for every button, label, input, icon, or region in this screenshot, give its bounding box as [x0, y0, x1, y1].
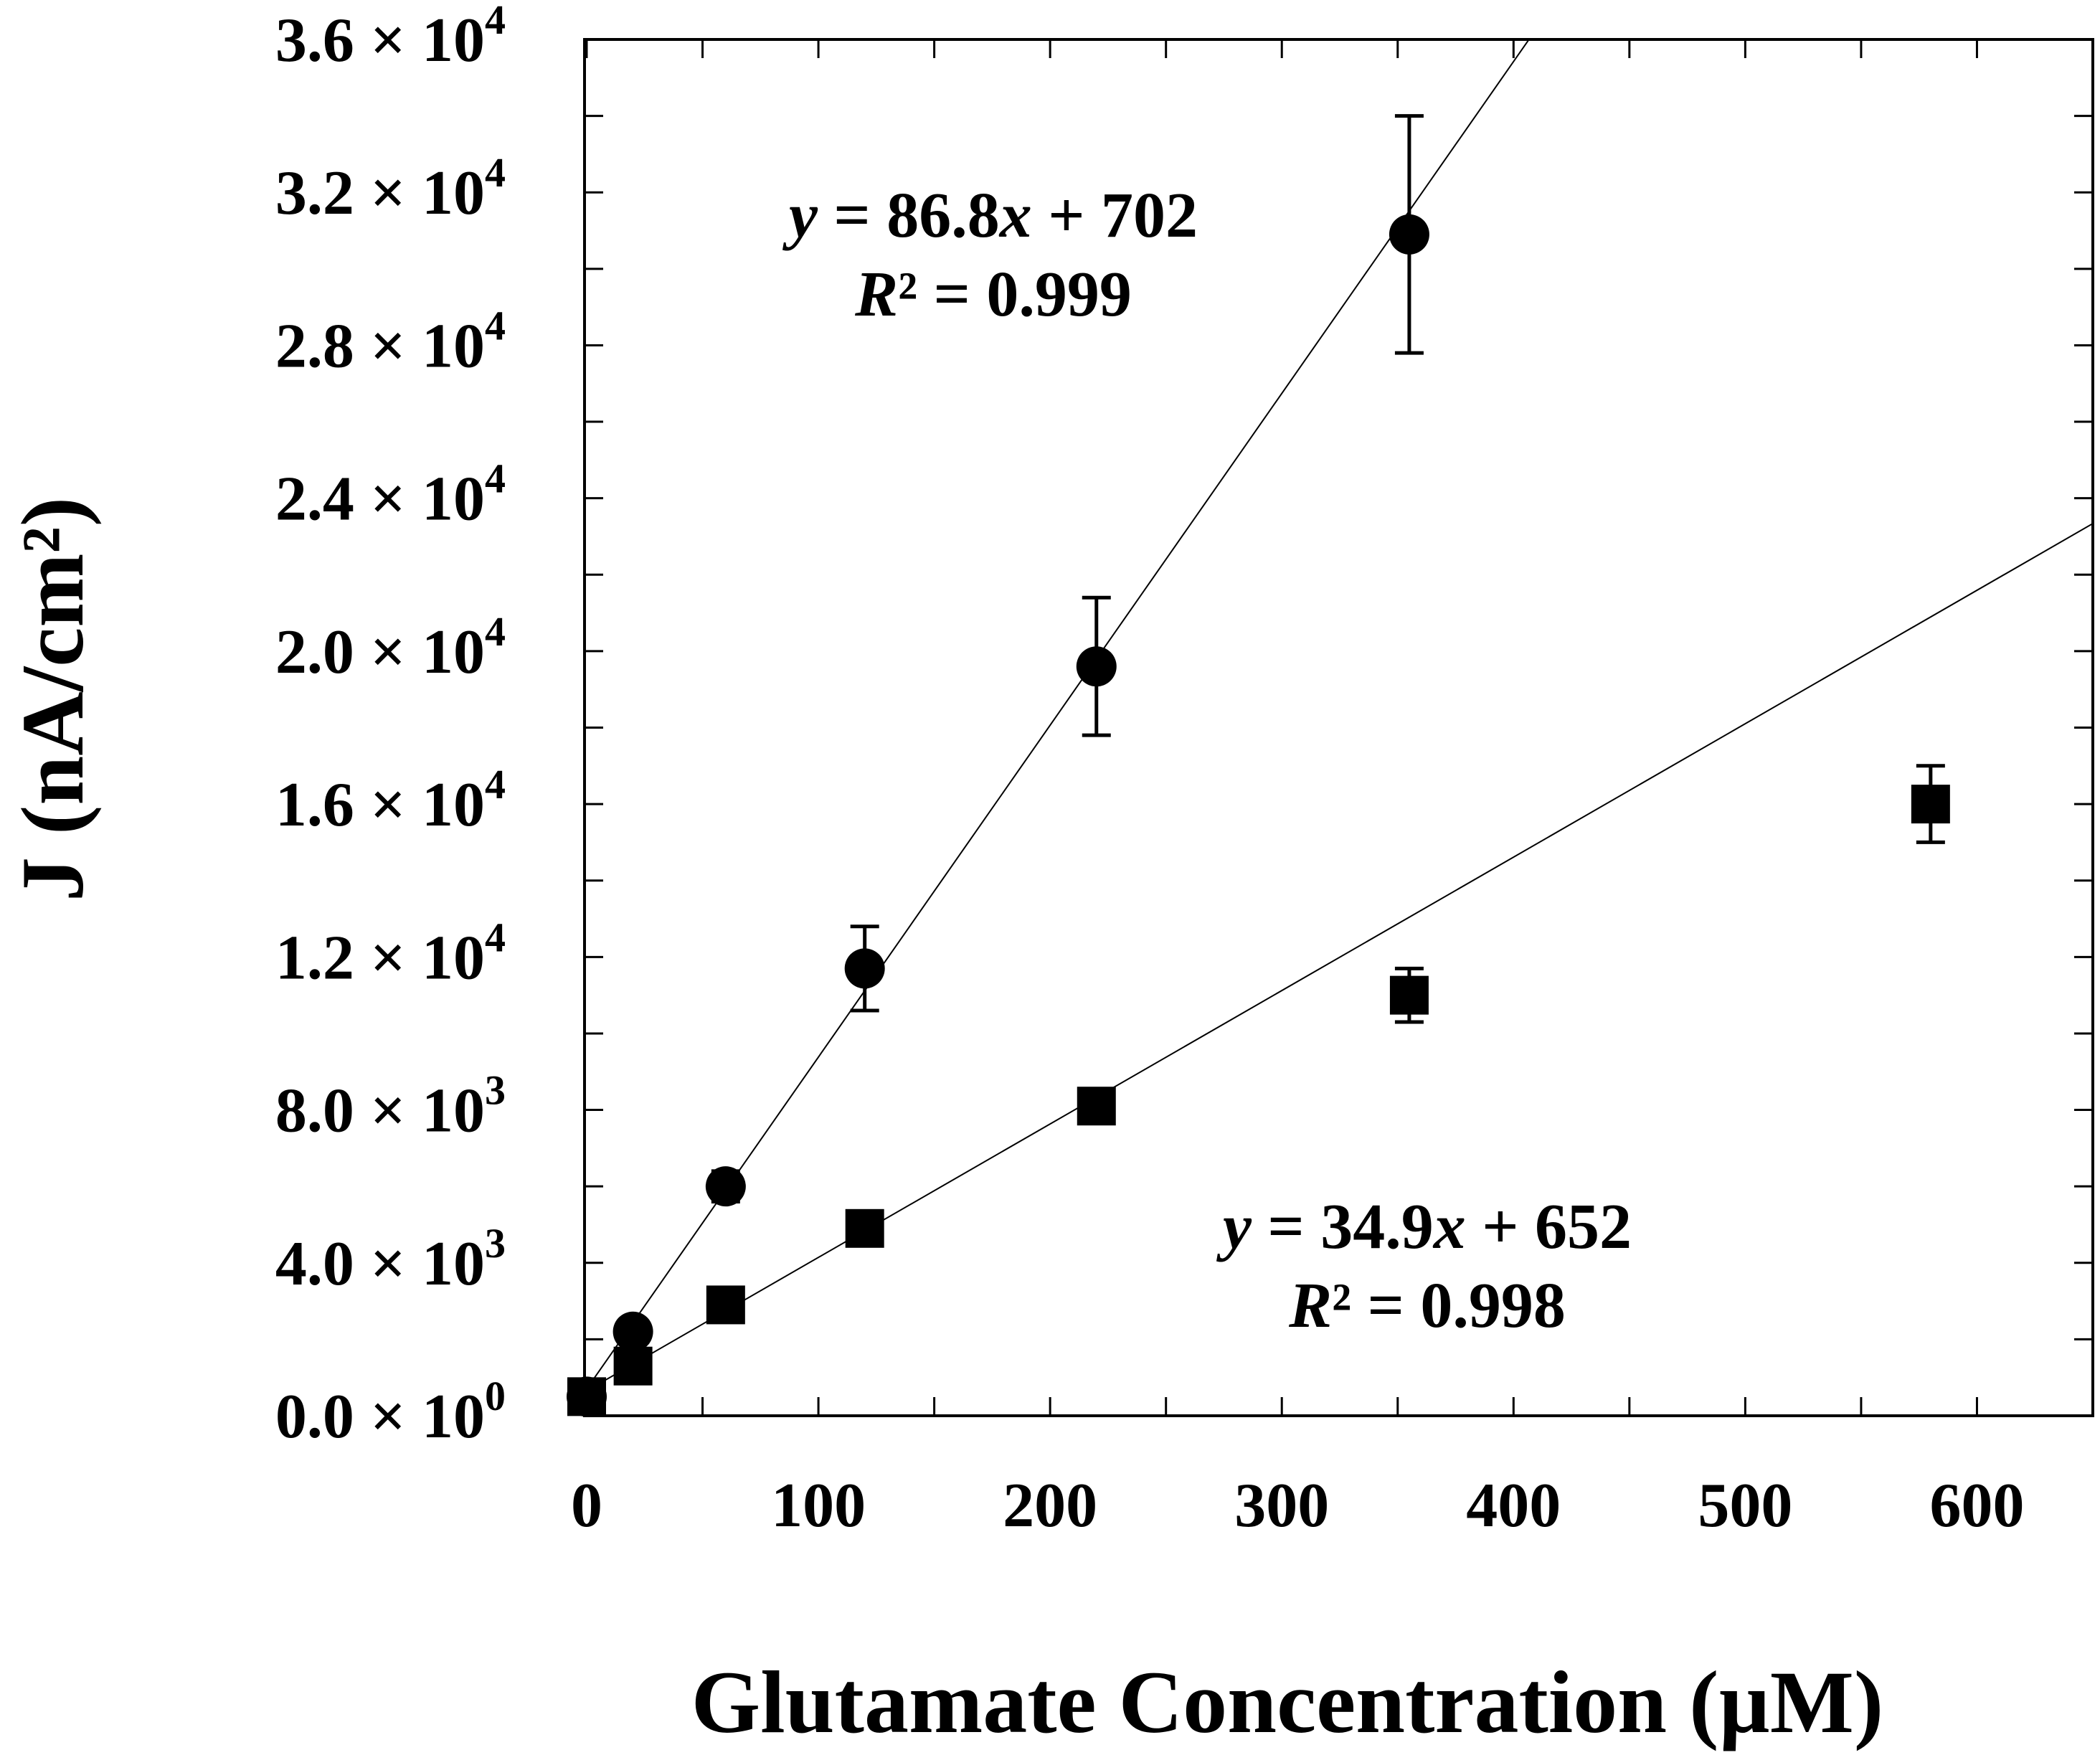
data-point-circle: [612, 1311, 653, 1352]
x-tick-label: 400: [1466, 1471, 1561, 1541]
y-tick-label: 3.6 × 104: [275, 0, 506, 75]
x-tick-label: 200: [1003, 1471, 1097, 1541]
data-point-circle: [705, 1166, 746, 1207]
data-point-square: [567, 1377, 606, 1416]
data-point-square: [845, 1208, 884, 1248]
r-squared-circles: R² = 0.999: [854, 259, 1132, 330]
y-tick-label: 4.0 × 103: [275, 1220, 506, 1299]
y-tick-label: 3.2 × 104: [275, 149, 506, 228]
fit-equation-circles: y = 86.8x + 702: [782, 180, 1198, 251]
fit-line-circles: [586, 39, 1531, 1390]
x-tick-label: 300: [1234, 1471, 1329, 1541]
data-point-square: [1077, 1087, 1116, 1126]
y-tick-label: 2.8 × 104: [275, 302, 506, 381]
y-tick-label: 2.0 × 104: [275, 608, 506, 687]
y-axis-title: J (nA/cm²): [4, 497, 102, 902]
x-axis-title: Glutamate Concentration (µM): [691, 1653, 1883, 1751]
y-tick-label: 1.2 × 104: [275, 914, 506, 993]
axis-ticks: [585, 38, 2094, 1417]
data-point-square: [706, 1285, 745, 1325]
r-squared-squares: R² = 0.998: [1288, 1270, 1566, 1341]
y-tick-label: 2.4 × 104: [275, 455, 506, 534]
data-point-circle: [1389, 214, 1429, 255]
fit-equation-squares: y = 34.9x + 652: [1216, 1191, 1632, 1262]
data-point-square: [613, 1346, 653, 1386]
fit-lines: [586, 39, 2093, 1392]
y-tick-label: 8.0 × 103: [275, 1067, 506, 1146]
y-tick-label: 0.0 × 100: [275, 1373, 506, 1452]
x-tick-label: 500: [1698, 1471, 1792, 1541]
data-point-square: [1389, 975, 1429, 1015]
data-point-circle: [844, 948, 885, 989]
x-tick-label: 0: [571, 1471, 602, 1541]
data-points: [567, 214, 1950, 1417]
x-tick-label: 100: [771, 1471, 866, 1541]
fit-line-squares: [586, 523, 2093, 1392]
x-tick-label: 600: [1929, 1471, 2024, 1541]
y-tick-label: 1.6 × 104: [275, 761, 506, 840]
data-point-square: [1911, 785, 1950, 824]
data-point-circle: [1076, 646, 1117, 687]
tick-labels: 0 100 200 300 400 500 600 0.0 × 100 4.0 × 103 8.0…: [275, 0, 2025, 1541]
